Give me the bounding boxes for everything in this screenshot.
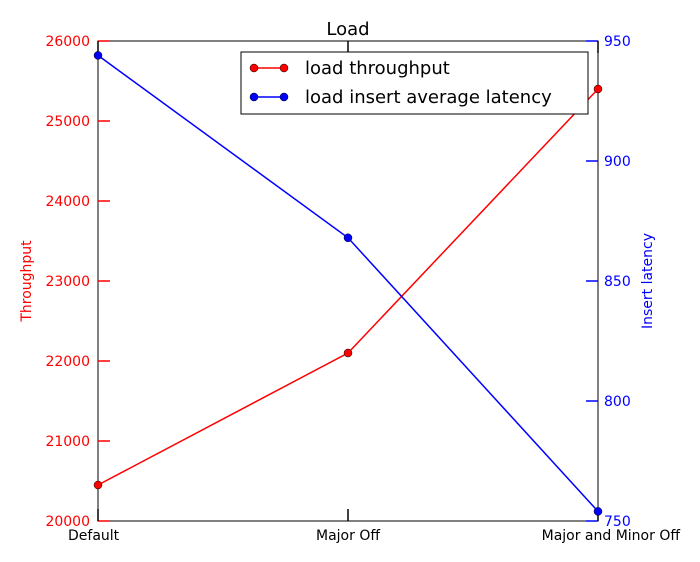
legend: load throughput load insert average late… — [240, 51, 589, 115]
right-tick-label: 900 — [604, 154, 631, 170]
left-tick-label: 25000 — [45, 114, 90, 130]
left-axis-label: Throughput — [19, 240, 35, 323]
series-layer — [93, 51, 603, 516]
legend-marker-throughput — [249, 63, 259, 73]
x-tick-label: Default — [68, 528, 120, 544]
x-axis-ticks: Default Major Off Major and Minor Off — [68, 41, 680, 544]
legend-marker-throughput — [279, 63, 289, 73]
left-tick-label: 20000 — [45, 514, 90, 530]
legend-frame — [240, 51, 589, 115]
legend-label-throughput: load throughput — [305, 58, 450, 79]
data-point-latency — [593, 507, 603, 516]
data-point-throughput — [93, 480, 103, 490]
right-tick-label: 950 — [604, 34, 631, 50]
data-point-throughput — [593, 84, 603, 94]
left-tick-label: 26000 — [45, 34, 90, 50]
right-tick-label: 850 — [604, 274, 631, 290]
legend-marker-latency — [279, 92, 289, 102]
legend-label-latency: load insert average latency — [305, 87, 552, 108]
data-point-latency — [343, 233, 353, 243]
x-tick-label: Major Off — [316, 528, 380, 544]
x-tick-label: Major and Minor Off — [542, 528, 681, 544]
right-axis-ticks: 750 800 850 900 950 — [586, 34, 631, 530]
right-axis-label: Insert latency — [640, 233, 656, 329]
right-tick-label: 750 — [604, 514, 631, 530]
data-point-latency — [93, 51, 103, 60]
legend-marker-latency — [249, 92, 259, 102]
left-tick-label: 21000 — [45, 434, 90, 450]
left-axis-ticks: 20000 21000 22000 23000 24000 25000 26000 — [45, 34, 110, 530]
left-tick-label: 23000 — [45, 274, 90, 290]
left-tick-label: 22000 — [45, 354, 90, 370]
left-tick-label: 24000 — [45, 194, 90, 210]
right-tick-label: 800 — [604, 394, 631, 410]
chart-title: Load — [326, 19, 369, 40]
data-point-throughput — [343, 348, 353, 358]
